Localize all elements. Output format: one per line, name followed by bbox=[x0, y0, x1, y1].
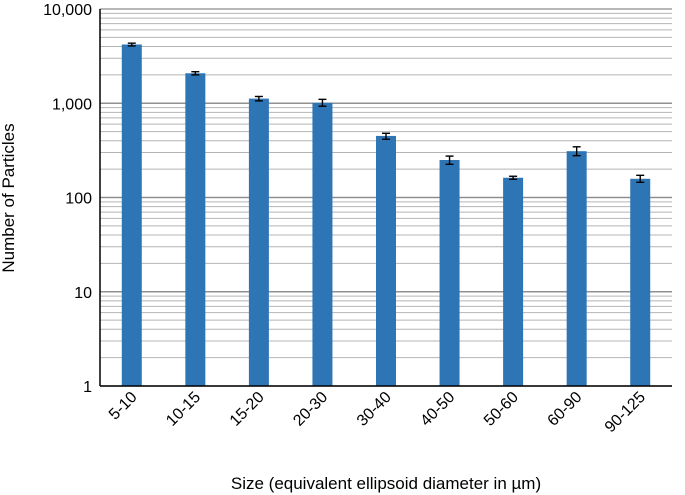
x-tick-label: 20-30 bbox=[290, 389, 331, 430]
bar-15-20 bbox=[248, 98, 269, 386]
y-tick-label: 10,000 bbox=[43, 2, 92, 19]
y-tick-label: 1 bbox=[83, 379, 92, 396]
y-tick-labels: 1 10 100 1,000 10,000 bbox=[43, 2, 92, 396]
y-tick-label: 10 bbox=[74, 285, 92, 302]
y-tick-label: 100 bbox=[65, 191, 92, 208]
x-tick-label: 50-60 bbox=[481, 389, 522, 430]
error-bars bbox=[127, 42, 645, 183]
x-tick-label: 40-50 bbox=[417, 389, 458, 430]
x-tick-labels: 5-10 10-15 15-20 20-30 30-40 40-50 50-60 60-90 9… bbox=[106, 389, 649, 436]
x-axis-title: Size (equivalent ellipsoid diameter in µ… bbox=[231, 474, 541, 493]
x-tick-label: 15-20 bbox=[227, 389, 268, 430]
x-tick-label: 30-40 bbox=[354, 389, 395, 430]
axes bbox=[99, 9, 672, 387]
bar-20-30 bbox=[312, 102, 333, 386]
x-tick-label: 5-10 bbox=[106, 389, 141, 424]
bar-50-60 bbox=[503, 177, 524, 386]
bars bbox=[121, 44, 651, 387]
bar-90-125 bbox=[630, 178, 651, 386]
x-tick-label: 10-15 bbox=[163, 389, 204, 430]
y-axis-title: Number of Particles bbox=[0, 123, 18, 272]
x-tick-label: 60-90 bbox=[545, 389, 586, 430]
bar-10-15 bbox=[185, 73, 206, 387]
bar-40-50 bbox=[439, 159, 460, 386]
x-tick-label: 90-125 bbox=[602, 389, 649, 436]
bar-5-10 bbox=[121, 44, 142, 386]
bar-30-40 bbox=[376, 135, 396, 386]
y-tick-label: 1,000 bbox=[52, 96, 92, 113]
bar-60-90 bbox=[566, 151, 587, 386]
